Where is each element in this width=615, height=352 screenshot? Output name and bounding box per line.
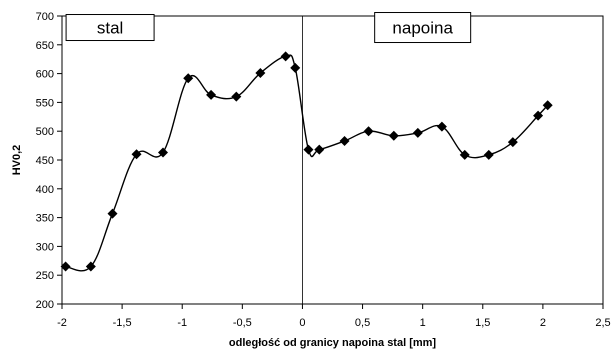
y-tick-label: 400	[36, 184, 54, 196]
region-label-box	[65, 14, 155, 42]
region-label-text: napoina	[392, 19, 453, 38]
x-tick-label: 0	[299, 317, 305, 329]
data-point-marker	[60, 261, 71, 272]
x-tick-label: 1	[420, 317, 426, 329]
data-point-marker	[412, 127, 423, 138]
data-point-marker	[533, 110, 544, 121]
x-tick-label: 0,5	[355, 317, 370, 329]
data-point-marker	[542, 100, 553, 111]
x-axis: -2 -1,5 -1 -0,5 0 0,5 1 1,5 2 2,5	[57, 304, 611, 329]
region-labels: stal napoina	[65, 12, 472, 44]
y-tick-label: 550	[36, 97, 54, 109]
data-point-marker	[255, 68, 266, 79]
data-point-marker	[85, 261, 96, 272]
plot-area-frame	[61, 15, 604, 305]
y-tick-label: 500	[36, 126, 54, 138]
y-axis: 200 250 300 350 400 450 500 550 600 650 700	[36, 11, 62, 311]
data-point-marker	[280, 51, 291, 62]
y-tick-label: 350	[36, 213, 54, 225]
y-tick-label: 650	[36, 40, 54, 52]
data-point-marker	[507, 137, 518, 148]
data-point-marker	[107, 208, 118, 219]
x-tick-label: 2	[540, 317, 546, 329]
x-tick-label: -1	[177, 317, 187, 329]
data-point-marker	[290, 62, 301, 73]
y-tick-label: 450	[36, 155, 54, 167]
data-point-marker	[183, 73, 194, 84]
data-markers	[60, 51, 553, 272]
data-point-marker	[231, 91, 242, 102]
data-point-marker	[339, 135, 350, 146]
data-point-marker	[363, 126, 374, 137]
x-tick-label: -2	[57, 317, 67, 329]
data-point-marker	[436, 121, 447, 132]
data-point-marker	[388, 130, 399, 141]
data-point-marker	[303, 144, 314, 155]
series-line	[65, 54, 549, 272]
y-tick-label: 250	[36, 270, 54, 282]
region-label-box	[374, 12, 472, 44]
x-tick-label: 2,5	[595, 317, 610, 329]
y-tick-label: 200	[36, 299, 54, 311]
region-label-text: stal	[97, 19, 123, 38]
data-point-marker	[483, 149, 494, 160]
data-point-marker	[206, 89, 217, 100]
y-tick-label: 300	[36, 241, 54, 253]
x-tick-label: 1,5	[475, 317, 490, 329]
data-point-marker	[314, 144, 325, 155]
y-tick-label: 700	[36, 11, 54, 23]
y-axis-title: HV0,2	[11, 145, 23, 176]
data-point-marker	[131, 149, 142, 160]
x-axis-title: odległość od granicy napoina stal [mm]	[229, 337, 437, 349]
x-tick-label: -1,5	[113, 317, 132, 329]
y-tick-label: 600	[36, 69, 54, 81]
data-point-marker	[459, 149, 470, 160]
x-tick-label: -0,5	[233, 317, 252, 329]
data-point-marker	[157, 147, 168, 158]
